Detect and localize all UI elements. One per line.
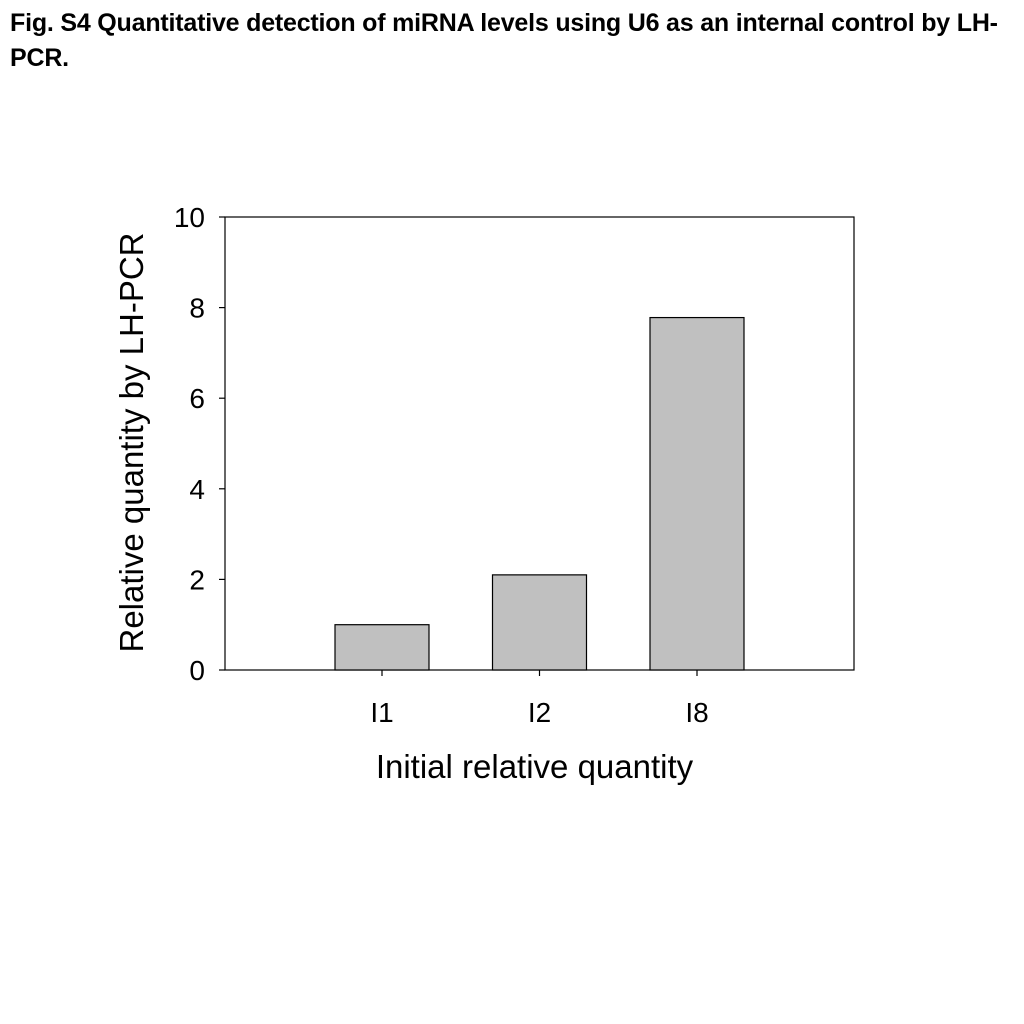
- y-axis: 0 2 4 6 8 10: [174, 202, 225, 686]
- y-tick-label: 6: [189, 383, 205, 414]
- y-tick-label: 8: [189, 293, 205, 324]
- x-axis-title: Initial relative quantity: [376, 748, 694, 785]
- bar-i8: [649, 316, 745, 671]
- y-tick-label: 4: [189, 474, 205, 505]
- bar-series: [334, 316, 745, 671]
- x-tick-label: I2: [528, 697, 551, 728]
- x-tick-label: I1: [370, 697, 393, 728]
- bar-i1: [334, 624, 430, 671]
- y-tick-label: 0: [189, 655, 205, 686]
- x-axis: I1 I2 I8: [370, 670, 709, 728]
- y-tick-label: 10: [174, 202, 205, 233]
- y-axis-title: Relative quantity by LH-PCR: [113, 232, 150, 652]
- y-tick-label: 2: [189, 564, 205, 595]
- x-tick-label: I8: [685, 697, 708, 728]
- bar-i2: [491, 574, 588, 671]
- figure-caption: Fig. S4 Quantitative detection of miRNA …: [10, 9, 998, 72]
